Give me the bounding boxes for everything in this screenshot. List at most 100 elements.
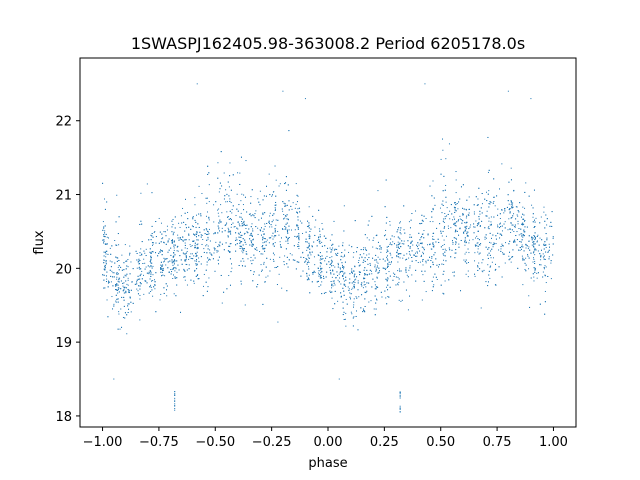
- data-point: [359, 271, 361, 273]
- data-point: [172, 260, 174, 262]
- data-point: [495, 235, 497, 237]
- data-point: [161, 265, 162, 267]
- data-point: [414, 252, 416, 254]
- data-point: [195, 247, 197, 249]
- data-point: [195, 256, 197, 258]
- data-point: [198, 185, 200, 187]
- data-point: [397, 246, 399, 248]
- data-point: [109, 269, 111, 271]
- data-point: [431, 256, 433, 258]
- data-point: [139, 274, 141, 276]
- data-point: [297, 208, 299, 210]
- data-point: [115, 256, 117, 258]
- data-point: [225, 242, 227, 244]
- data-point: [306, 275, 308, 277]
- data-point: [161, 250, 163, 252]
- data-point: [240, 234, 242, 236]
- data-point: [407, 309, 409, 311]
- data-point: [425, 260, 427, 262]
- data-point: [397, 236, 399, 238]
- data-point: [323, 275, 324, 277]
- data-point: [284, 183, 286, 185]
- data-point: [398, 227, 400, 229]
- data-point: [141, 253, 143, 255]
- data-point: [143, 250, 145, 252]
- data-point: [511, 207, 513, 209]
- data-point: [516, 231, 518, 233]
- data-point: [402, 257, 404, 259]
- data-point: [319, 256, 321, 258]
- data-point: [200, 236, 202, 238]
- data-point: [105, 260, 107, 262]
- data-point: [422, 258, 424, 260]
- data-point: [468, 214, 470, 216]
- data-point: [432, 221, 434, 223]
- data-point: [102, 182, 104, 184]
- data-point: [534, 221, 536, 223]
- data-point: [171, 242, 173, 244]
- data-point: [499, 233, 501, 235]
- data-point: [174, 277, 176, 279]
- data-point: [296, 224, 298, 226]
- data-point: [112, 285, 114, 287]
- data-point: [251, 232, 253, 234]
- data-point: [207, 245, 209, 247]
- data-point: [368, 282, 370, 284]
- data-point: [399, 257, 401, 259]
- data-point: [465, 241, 467, 243]
- data-point: [440, 158, 442, 160]
- data-point: [332, 247, 334, 249]
- data-point: [480, 307, 482, 309]
- data-point: [166, 295, 168, 297]
- data-point: [411, 257, 413, 258]
- data-point: [204, 233, 206, 235]
- data-point: [375, 247, 377, 249]
- data-point: [138, 258, 140, 260]
- data-point: [431, 280, 433, 282]
- data-point: [121, 296, 123, 298]
- data-point: [275, 195, 277, 197]
- data-point: [189, 256, 191, 258]
- data-point: [321, 281, 323, 283]
- data-point: [411, 213, 413, 215]
- data-point: [208, 233, 210, 235]
- data-point: [265, 241, 267, 243]
- data-point: [422, 220, 424, 222]
- data-point: [229, 175, 231, 177]
- y-tick-label: 20: [55, 262, 72, 277]
- x-tick-label: 1.00: [539, 435, 568, 450]
- data-point: [495, 268, 497, 270]
- data-point: [469, 239, 471, 241]
- data-point: [214, 270, 216, 272]
- data-point: [168, 238, 170, 240]
- data-point: [194, 219, 196, 221]
- data-point: [478, 187, 480, 189]
- data-point: [433, 284, 435, 286]
- data-point: [150, 257, 152, 259]
- data-point: [543, 267, 545, 269]
- data-point: [116, 194, 118, 196]
- data-point: [311, 246, 313, 248]
- data-point: [501, 276, 503, 278]
- data-point: [296, 211, 298, 213]
- data-point: [172, 264, 174, 266]
- data-point: [172, 278, 174, 279]
- data-point: [186, 264, 188, 266]
- data-point: [208, 184, 210, 186]
- data-point: [174, 394, 176, 396]
- data-point: [512, 249, 514, 251]
- data-point: [308, 227, 310, 229]
- data-point: [377, 248, 379, 250]
- data-point: [331, 291, 333, 293]
- data-point: [336, 271, 338, 273]
- data-point: [443, 218, 445, 220]
- data-point: [108, 237, 110, 239]
- data-point: [396, 256, 398, 258]
- data-point: [434, 252, 436, 254]
- data-point: [436, 278, 438, 280]
- data-point: [456, 203, 458, 205]
- data-point: [360, 307, 362, 309]
- data-point: [331, 260, 333, 262]
- data-point: [106, 236, 108, 238]
- data-point: [318, 270, 320, 272]
